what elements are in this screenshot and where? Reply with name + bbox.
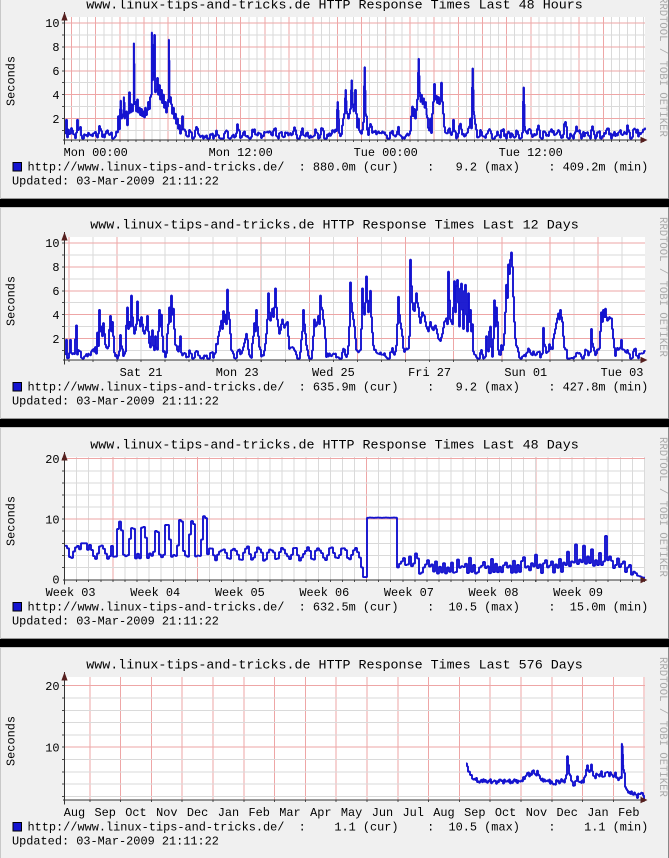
svg-text:www.linux-tips-and-tricks.de H: www.linux-tips-and-tricks.de HTTP Respon… bbox=[90, 439, 578, 454]
svg-text:4: 4 bbox=[52, 309, 59, 323]
svg-text:Seconds: Seconds bbox=[5, 56, 19, 106]
svg-text:Tue 12:00: Tue 12:00 bbox=[499, 146, 563, 160]
svg-text:Feb: Feb bbox=[618, 806, 639, 820]
svg-text:Jun: Jun bbox=[372, 806, 393, 820]
svg-text:Dec: Dec bbox=[187, 806, 208, 820]
svg-text:Sat 21: Sat 21 bbox=[120, 366, 163, 380]
svg-text:Updated: 03-Mar-2009 21:11:22: Updated: 03-Mar-2009 21:11:22 bbox=[12, 395, 219, 409]
svg-text:Jul: Jul bbox=[402, 806, 423, 820]
svg-text:Sep: Sep bbox=[464, 806, 485, 820]
svg-text:Aug: Aug bbox=[433, 806, 454, 820]
svg-text:www.linux-tips-and-tricks.de H: www.linux-tips-and-tricks.de HTTP Respon… bbox=[90, 219, 578, 234]
svg-text:Oct: Oct bbox=[125, 806, 146, 820]
svg-text:10: 10 bbox=[45, 513, 59, 527]
svg-text:Dec: Dec bbox=[556, 806, 577, 820]
svg-text:0: 0 bbox=[52, 574, 59, 588]
svg-text:6: 6 bbox=[52, 65, 59, 79]
svg-text:Aug: Aug bbox=[64, 806, 85, 820]
svg-text:http://www.linux-tips-and-tric: http://www.linux-tips-and-tricks.de/ : 1… bbox=[28, 821, 649, 835]
svg-text:20: 20 bbox=[45, 680, 59, 694]
svg-text:Week 08: Week 08 bbox=[469, 586, 519, 600]
svg-text:RRDTOOL / TOBI OETIKER: RRDTOOL / TOBI OETIKER bbox=[656, 437, 668, 578]
svg-text:http://www.linux-tips-and-tric: http://www.linux-tips-and-tricks.de/ : 6… bbox=[28, 601, 649, 615]
svg-text:10: 10 bbox=[45, 237, 59, 251]
svg-text:Seconds: Seconds bbox=[5, 276, 19, 326]
svg-text:Week 04: Week 04 bbox=[130, 586, 180, 600]
svg-text:Week 06: Week 06 bbox=[299, 586, 349, 600]
svg-text:Week 05: Week 05 bbox=[215, 586, 265, 600]
svg-text:Tue 03: Tue 03 bbox=[601, 366, 644, 380]
svg-text:Week 07: Week 07 bbox=[384, 586, 434, 600]
svg-text:www.linux-tips-and-tricks.de H: www.linux-tips-and-tricks.de HTTP Respon… bbox=[86, 659, 582, 674]
svg-text:10: 10 bbox=[45, 17, 59, 31]
svg-text:Tue 00:00: Tue 00:00 bbox=[354, 146, 418, 160]
svg-text:Feb: Feb bbox=[248, 806, 269, 820]
svg-text:Apr: Apr bbox=[310, 806, 331, 820]
svg-text:Sep: Sep bbox=[94, 806, 115, 820]
svg-text:Mon 23: Mon 23 bbox=[216, 366, 259, 380]
svg-text:Fri 27: Fri 27 bbox=[408, 366, 451, 380]
svg-text:Oct: Oct bbox=[495, 806, 516, 820]
svg-text:Wed 25: Wed 25 bbox=[312, 366, 355, 380]
svg-text:10: 10 bbox=[45, 741, 59, 755]
svg-text:20: 20 bbox=[45, 453, 59, 467]
svg-text:www.linux-tips-and-tricks.de H: www.linux-tips-and-tricks.de HTTP Respon… bbox=[86, 0, 582, 14]
svg-text:2: 2 bbox=[52, 333, 59, 347]
svg-text:Week 03: Week 03 bbox=[46, 586, 96, 600]
svg-text:8: 8 bbox=[52, 41, 59, 55]
svg-text:Seconds: Seconds bbox=[5, 716, 19, 766]
svg-text:6: 6 bbox=[52, 285, 59, 299]
svg-text:Jan: Jan bbox=[587, 806, 608, 820]
svg-text:Mar: Mar bbox=[279, 806, 300, 820]
svg-text:4: 4 bbox=[52, 89, 59, 103]
svg-text:Seconds: Seconds bbox=[5, 496, 19, 546]
svg-text:2: 2 bbox=[52, 113, 59, 127]
svg-text:Updated: 03-Mar-2009 21:11:22: Updated: 03-Mar-2009 21:11:22 bbox=[12, 835, 219, 849]
svg-text:RRDTOOL / TOBI OETIKER: RRDTOOL / TOBI OETIKER bbox=[656, 217, 668, 358]
svg-text:May: May bbox=[341, 806, 362, 820]
svg-text:RRDTOOL / TOBI OETIKER: RRDTOOL / TOBI OETIKER bbox=[656, 0, 668, 138]
svg-text:Week 09: Week 09 bbox=[553, 586, 603, 600]
svg-text:Nov: Nov bbox=[156, 806, 177, 820]
svg-text:http://www.linux-tips-and-tric: http://www.linux-tips-and-tricks.de/ : 6… bbox=[28, 381, 649, 395]
svg-text:RRDTOOL / TOBI OETIKER: RRDTOOL / TOBI OETIKER bbox=[656, 657, 668, 798]
svg-text:8: 8 bbox=[52, 261, 59, 275]
svg-text:Updated: 03-Mar-2009 21:11:22: Updated: 03-Mar-2009 21:11:22 bbox=[12, 175, 219, 189]
svg-text:Sun 01: Sun 01 bbox=[504, 366, 547, 380]
svg-text:Nov: Nov bbox=[526, 806, 547, 820]
svg-text:Mon 12:00: Mon 12:00 bbox=[209, 146, 273, 160]
svg-text:Updated: 03-Mar-2009 21:11:22: Updated: 03-Mar-2009 21:11:22 bbox=[12, 615, 219, 629]
svg-text:Mon 00:00: Mon 00:00 bbox=[64, 146, 128, 160]
svg-text:Jan: Jan bbox=[218, 806, 239, 820]
svg-text:http://www.linux-tips-and-tric: http://www.linux-tips-and-tricks.de/ : 8… bbox=[28, 161, 649, 175]
